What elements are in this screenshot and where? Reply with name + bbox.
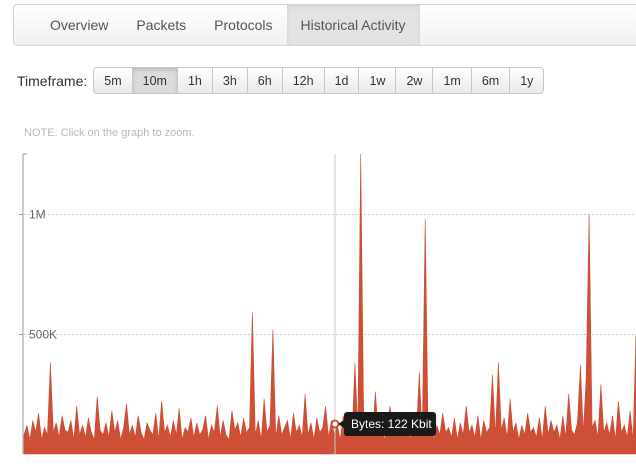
timeframe-button-1m[interactable]: 1m (433, 68, 472, 93)
historical-activity-chart[interactable]: 500K 1M Bytes: 122 Kbit (0, 150, 636, 464)
tab-protocols[interactable]: Protocols (214, 17, 273, 33)
timeframe-button-12h[interactable]: 12h (282, 68, 325, 93)
timeframe-button-6h[interactable]: 6h (247, 68, 283, 93)
y-tick-label: 1M (29, 208, 46, 222)
timeframe-button-10m[interactable]: 10m (132, 68, 178, 93)
timeframe-label: Timeframe: (17, 72, 88, 89)
tab-historical-activity[interactable]: Historical Activity (286, 5, 420, 45)
tab-packets[interactable]: Packets (136, 17, 187, 33)
tab-overview[interactable]: Overview (50, 17, 109, 33)
tooltip-text: Bytes: 122 Kbit (351, 417, 432, 431)
hover-point (330, 419, 340, 429)
timeframe-button-3h[interactable]: 3h (212, 68, 248, 93)
tooltip: Bytes: 122 Kbit (338, 412, 436, 436)
timeframe-button-5m[interactable]: 5m (94, 68, 133, 93)
y-tick-label: 500K (29, 328, 57, 342)
timeframe-button-1w[interactable]: 1w (359, 68, 397, 93)
tooltip-arrow (338, 420, 344, 428)
timeframe-selector: Timeframe: 5m 10m 1h 3h 6h 12h 1d 1w 2w 1m 6m 1y (17, 67, 545, 94)
grid-layer (19, 214, 636, 335)
y-tick-labels: 500K 1M (29, 208, 57, 342)
timeframe-button-6m[interactable]: 6m (471, 68, 511, 93)
bytes-area-series (23, 153, 636, 455)
zoom-note: NOTE: Click on the graph to zoom. (24, 127, 195, 139)
timeframe-button-1y[interactable]: 1y (510, 68, 544, 93)
area-layer (23, 153, 636, 455)
timeframe-button-1d[interactable]: 1d (324, 68, 360, 93)
tooltip-bg (344, 412, 436, 436)
timeframe-button-1h[interactable]: 1h (177, 68, 213, 93)
timeframe-button-group: 5m 10m 1h 3h 6h 12h 1d 1w 2w 1m 6m 1y (93, 67, 545, 94)
timeframe-button-2w[interactable]: 2w (396, 68, 434, 93)
main-tabbar: Overview Packets Protocols Historical Activ… (13, 4, 636, 46)
